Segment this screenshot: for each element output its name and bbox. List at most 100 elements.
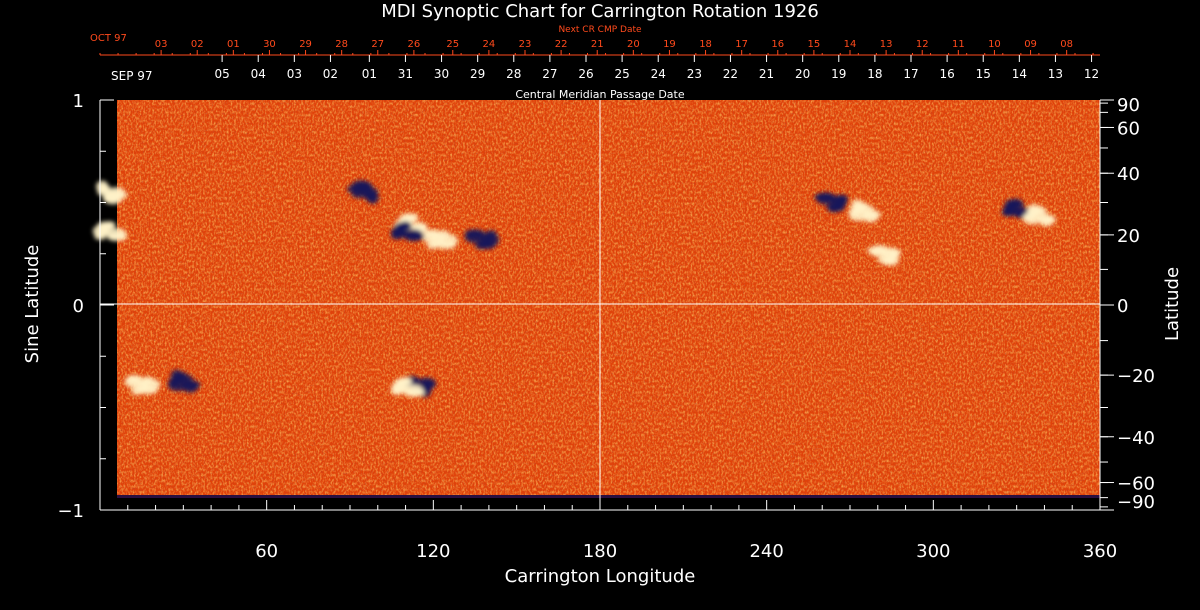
- bottom-data-edge: [117, 495, 1100, 498]
- cmp-tick-label: 12: [1084, 67, 1099, 81]
- cmp-month-label: SEP 97: [111, 69, 153, 83]
- next-cr-tick-label: 30: [263, 39, 276, 50]
- negative-polarity-spot: [484, 230, 497, 239]
- cmp-tick-label: 17: [903, 67, 918, 81]
- negative-polarity-spot: [403, 229, 424, 242]
- next-cr-ticks: 03 02 01 30 29 28 27 26 25 24 23 22 21 20 19 18 17 16 15 14…: [99, 39, 1094, 55]
- positive-polarity-spot: [1022, 212, 1043, 225]
- positive-polarity-spot: [877, 256, 894, 265]
- negative-polarity-spot: [1007, 199, 1024, 208]
- next-cr-tick-label: 19: [663, 39, 676, 50]
- next-cr-tick-label: 27: [371, 39, 384, 50]
- latitude-tick-label: −90: [1117, 492, 1155, 513]
- x-tick-label: 180: [583, 541, 617, 562]
- positive-polarity-spot: [855, 202, 868, 211]
- positive-polarity-spot: [427, 241, 440, 250]
- cmp-tick-label: 30: [434, 67, 449, 81]
- negative-polarity-spot: [1001, 208, 1014, 217]
- active-regions: [92, 180, 1056, 398]
- latitude-tick-label: 90: [1117, 95, 1140, 116]
- negative-polarity-spot: [390, 231, 403, 240]
- next-cr-tick-label: 15: [808, 39, 821, 50]
- positive-polarity-spot: [102, 192, 123, 205]
- cmp-tick-label: 21: [759, 67, 774, 81]
- next-cr-tick-label: 11: [952, 39, 965, 50]
- next-cr-tick-label: 08: [1060, 39, 1073, 50]
- cmp-tick-label: 01: [362, 67, 377, 81]
- x-tick-label: 360: [1083, 541, 1117, 562]
- y-axis-ticks: −1 0 1: [57, 91, 114, 522]
- positive-polarity-spot: [390, 387, 403, 396]
- positive-polarity-spot: [848, 209, 869, 222]
- positive-polarity-spot: [395, 377, 412, 386]
- positive-polarity-spot: [889, 248, 902, 257]
- negative-polarity-spot: [175, 372, 188, 381]
- next-cr-tick-label: 17: [735, 39, 748, 50]
- x-tick-label: 120: [416, 541, 450, 562]
- positive-polarity-spot: [403, 384, 424, 397]
- next-cr-tick-label: 25: [446, 39, 459, 50]
- positive-polarity-spot: [131, 386, 144, 395]
- next-cr-tick-label: 26: [408, 39, 421, 50]
- next-cr-month-label: OCT 97: [90, 33, 127, 44]
- negative-polarity-spot: [395, 222, 412, 231]
- positive-polarity-spot: [864, 210, 881, 219]
- cmp-tick-label: 27: [542, 67, 557, 81]
- next-cr-tick-label: 03: [155, 39, 168, 50]
- y-axis-label-left: Sine Latitude: [22, 245, 43, 364]
- cmp-tick-label: 14: [1012, 67, 1027, 81]
- x-tick-label: 60: [255, 541, 278, 562]
- latitude-tick-label: −40: [1117, 428, 1155, 449]
- cmp-tick-label: 22: [723, 67, 738, 81]
- negative-polarity-spot: [351, 180, 372, 193]
- positive-polarity-spot: [97, 221, 114, 230]
- negative-polarity-spot: [416, 377, 437, 390]
- cmp-tick-label: 24: [651, 67, 666, 81]
- positive-polarity-spot: [1039, 215, 1056, 224]
- cmp-tick-label: 18: [867, 67, 882, 81]
- x-axis-ticks: 60 120 180 240 300 360: [127, 500, 1117, 562]
- magnetic-field-map: [92, 100, 1100, 498]
- x-tick-label: 300: [916, 541, 950, 562]
- cmp-tick-label: 28: [506, 67, 521, 81]
- positive-polarity-spot: [437, 234, 458, 247]
- next-cr-tick-label: 01: [227, 39, 240, 50]
- y-tick-label: −1: [57, 501, 84, 522]
- next-cr-tick-label: 22: [555, 39, 568, 50]
- positive-polarity-spot: [406, 213, 419, 222]
- next-cr-tick-label: 20: [627, 39, 640, 50]
- cmp-tick-label: 20: [795, 67, 810, 81]
- cmp-tick-label: 05: [214, 67, 229, 81]
- cmp-tick-label: 29: [470, 67, 485, 81]
- cmp-tick-label: 04: [251, 67, 266, 81]
- next-cr-tick-label: 10: [988, 39, 1001, 50]
- y-tick-label: 1: [73, 91, 84, 112]
- cmp-tick-label: 16: [939, 67, 954, 81]
- positive-polarity-spot: [140, 378, 161, 391]
- x-tick-label: 240: [749, 541, 783, 562]
- negative-polarity-spot: [167, 379, 188, 392]
- latitude-tick-label: 20: [1117, 226, 1140, 247]
- next-cr-tick-label: 24: [483, 39, 496, 50]
- latitude-tick-label: 0: [1117, 296, 1128, 317]
- positive-polarity-spot: [97, 187, 110, 196]
- next-cr-tick-label: 18: [699, 39, 712, 50]
- top-axis-label: Central Meridian Passage Date: [515, 88, 684, 101]
- chart-title: MDI Synoptic Chart for Carrington Rotati…: [381, 1, 819, 22]
- next-cr-tick-label: 28: [335, 39, 348, 50]
- positive-polarity-spot: [126, 375, 143, 384]
- y-tick-label: 0: [73, 296, 84, 317]
- negative-polarity-spot: [826, 203, 843, 212]
- latitude-tick-label: 60: [1117, 118, 1140, 139]
- latitude-tick-label: −60: [1117, 474, 1155, 495]
- cmp-tick-label: 02: [323, 67, 338, 81]
- next-cr-tick-label: 21: [591, 39, 604, 50]
- positive-polarity-spot: [869, 245, 890, 258]
- next-cr-tick-label: 23: [519, 39, 532, 50]
- cmp-date-ticks: 05 04 03 02 01 31 30 29 28 27 26 25 24 23 22 21 20 19 18 17…: [214, 55, 1099, 81]
- negative-polarity-spot: [479, 241, 496, 250]
- cmp-tick-label: 13: [1048, 67, 1063, 81]
- cmp-tick-label: 31: [398, 67, 413, 81]
